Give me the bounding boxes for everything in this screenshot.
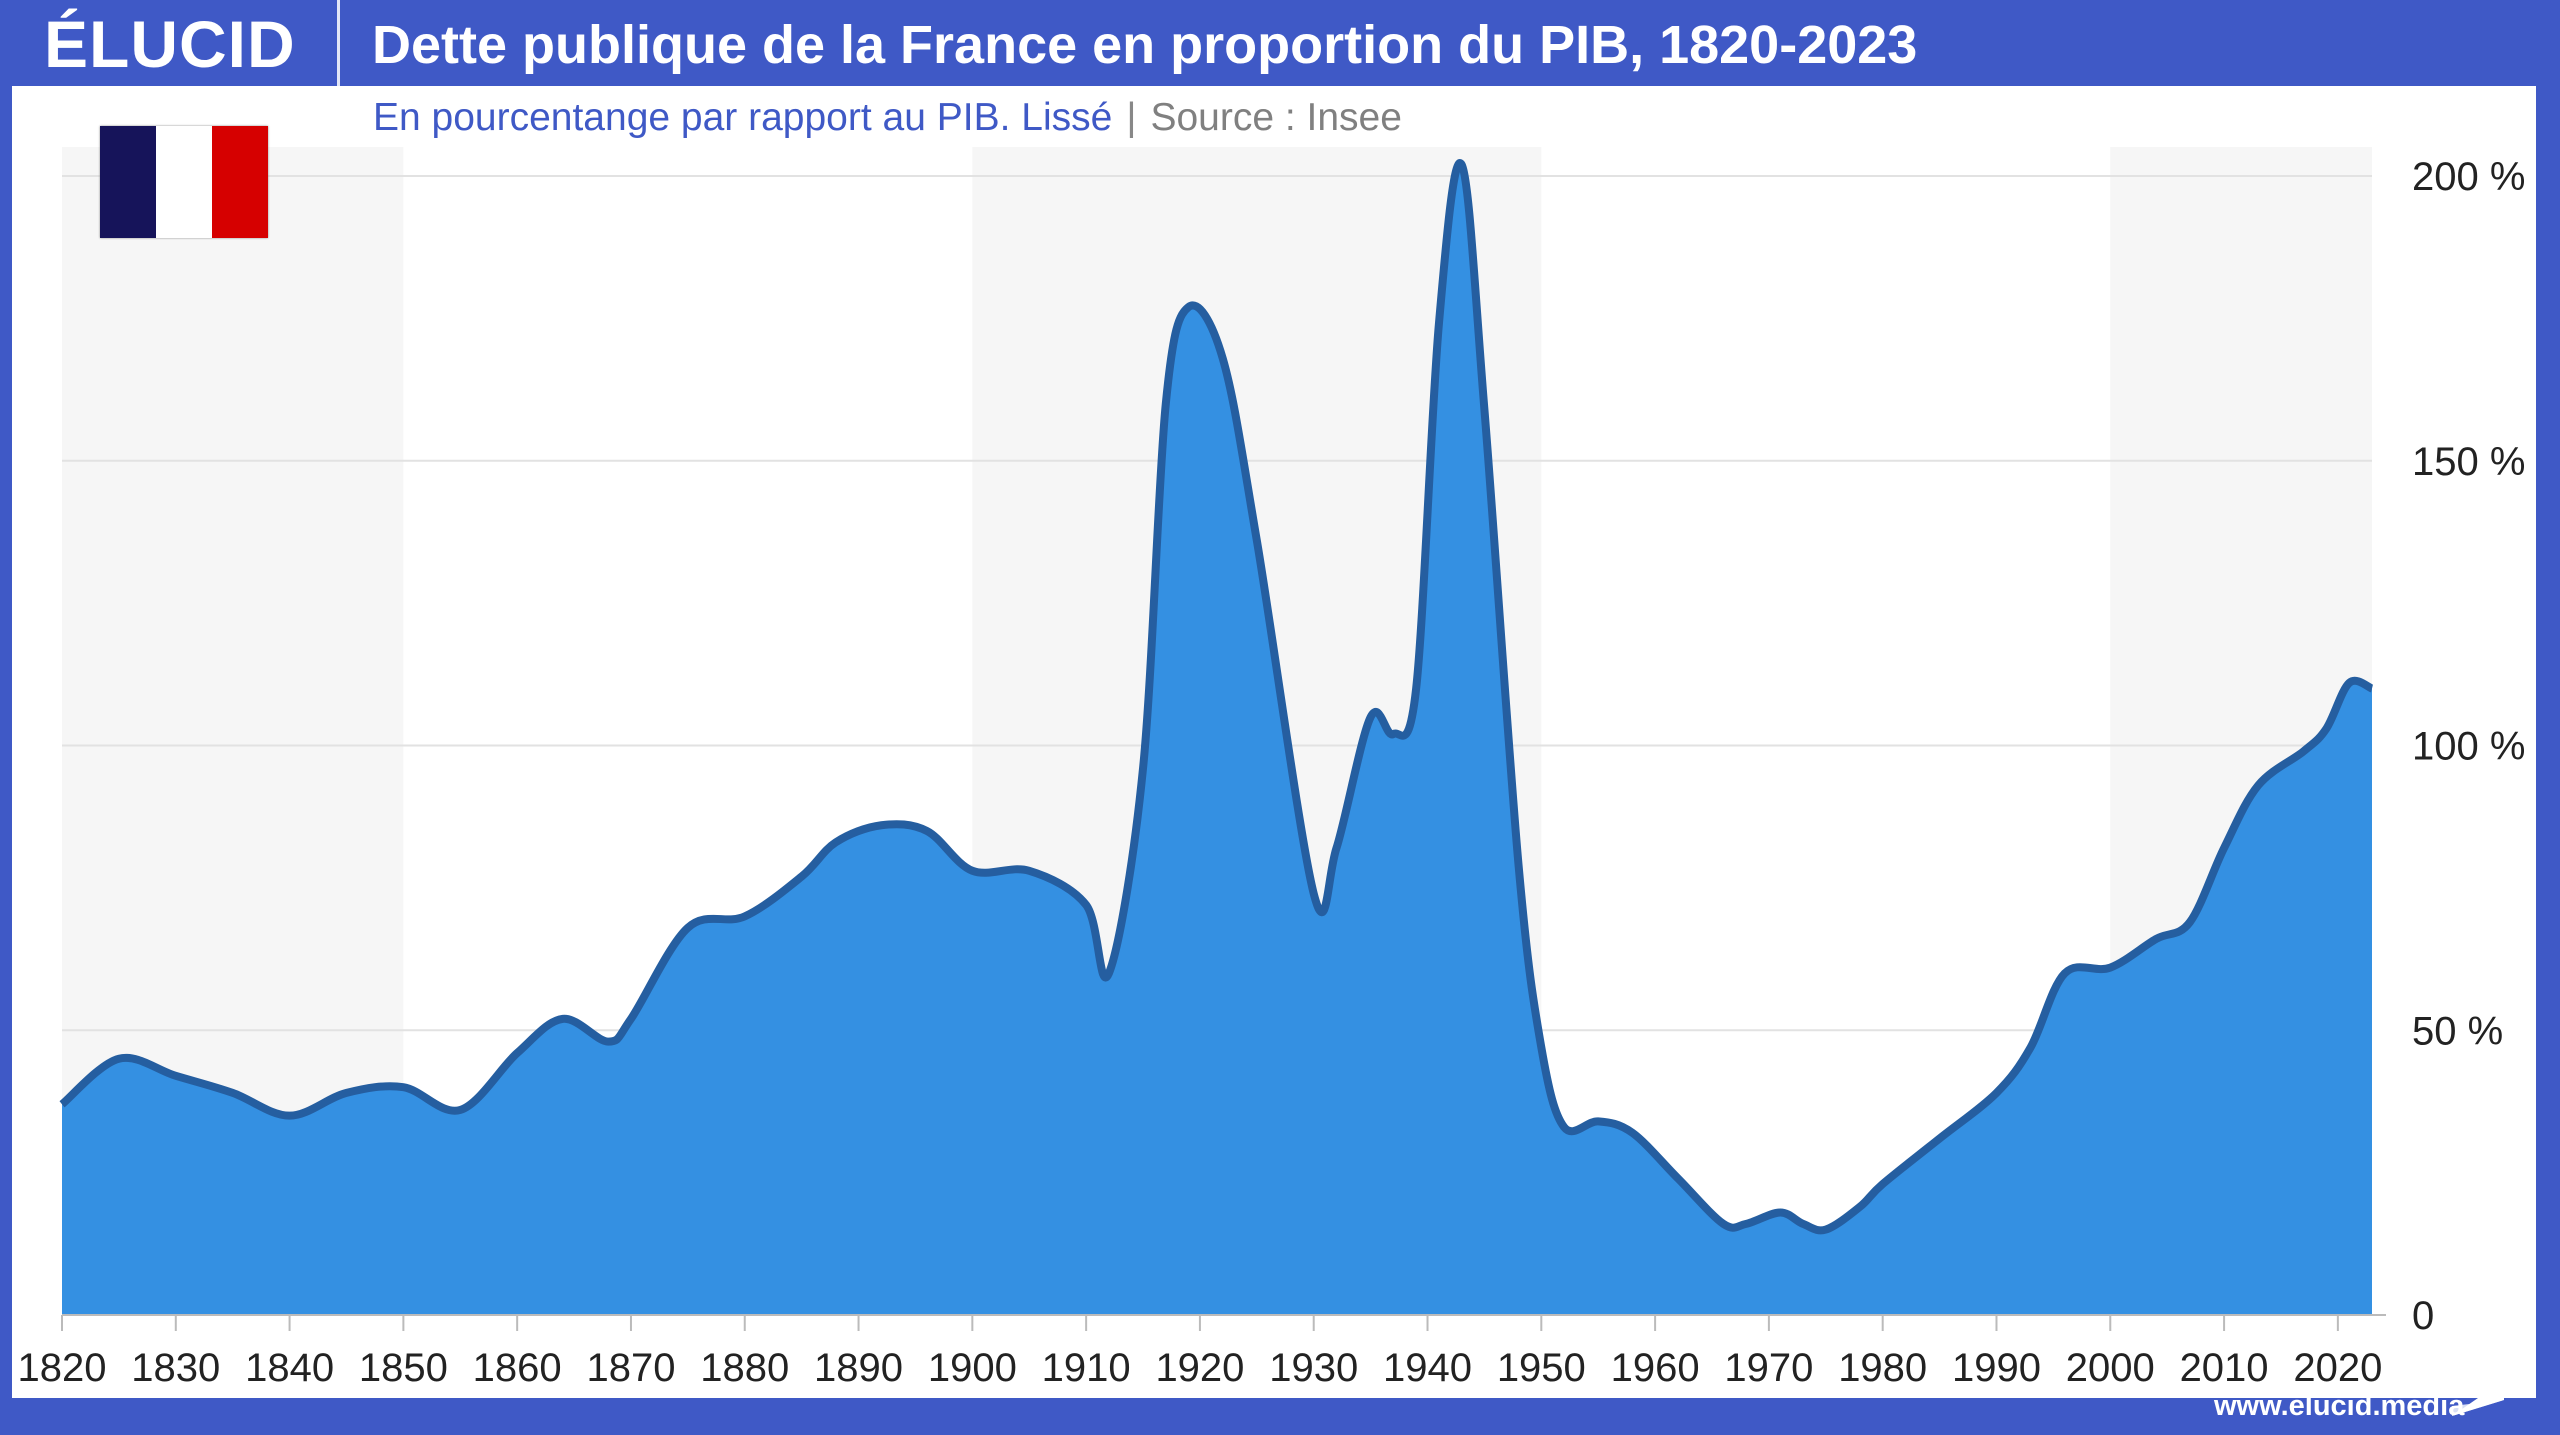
x-tick-label: 1990 — [1952, 1346, 2041, 1390]
france-flag-icon — [100, 126, 268, 238]
y-tick-label: 0 — [2412, 1294, 2434, 1338]
x-tick-label: 1870 — [586, 1346, 675, 1390]
flag-blue — [100, 126, 156, 238]
debt-area — [62, 163, 2372, 1316]
x-tick-label: 1820 — [18, 1346, 107, 1390]
x-tick-label: 1970 — [1724, 1346, 1813, 1390]
chart-subtitle: En pourcentange par rapport au PIB. Liss… — [373, 96, 1402, 140]
x-tick-label: 1890 — [814, 1346, 903, 1390]
x-tick-label: 1850 — [359, 1346, 448, 1390]
debt-line — [59, 159, 2374, 1235]
x-tick-label: 1950 — [1497, 1346, 1586, 1390]
y-tick-label: 200 % — [2412, 155, 2525, 199]
x-tick-label: 1900 — [928, 1346, 1017, 1390]
x-tick-label: 2010 — [2180, 1346, 2269, 1390]
footer-url[interactable]: www.elucid.media — [2214, 1390, 2465, 1422]
subtitle-text: En pourcentange par rapport au PIB. Liss… — [373, 96, 1113, 139]
subtitle-separator: | — [1126, 96, 1137, 139]
flag-white — [156, 126, 212, 238]
y-tick-label: 50 % — [2412, 1009, 2503, 1053]
x-tick-label: 1960 — [1611, 1346, 1700, 1390]
x-tick-label: 1920 — [1155, 1346, 1244, 1390]
chart-title: Dette publique de la France en proportio… — [372, 15, 1918, 75]
y-tick-label: 100 % — [2412, 725, 2525, 769]
x-tick-label: 2020 — [2293, 1346, 2382, 1390]
source-text: Source : Insee — [1150, 96, 1402, 139]
x-tick-label: 1910 — [1042, 1346, 1131, 1390]
x-tick-label: 1860 — [473, 1346, 562, 1390]
x-tick-label: 1940 — [1383, 1346, 1472, 1390]
y-tick-label: 150 % — [2412, 440, 2525, 484]
flag-red — [212, 126, 268, 238]
elucid-mark-icon — [2452, 1380, 2504, 1416]
x-tick-label: 1880 — [700, 1346, 789, 1390]
x-tick-label: 1930 — [1269, 1346, 1358, 1390]
x-tick-label: 1980 — [1838, 1346, 1927, 1390]
header-divider — [337, 0, 340, 86]
elucid-logo: ÉLUCID — [44, 7, 296, 81]
x-tick-label: 2000 — [2066, 1346, 2155, 1390]
x-tick-label: 1830 — [131, 1346, 220, 1390]
x-tick-label: 1840 — [245, 1346, 334, 1390]
